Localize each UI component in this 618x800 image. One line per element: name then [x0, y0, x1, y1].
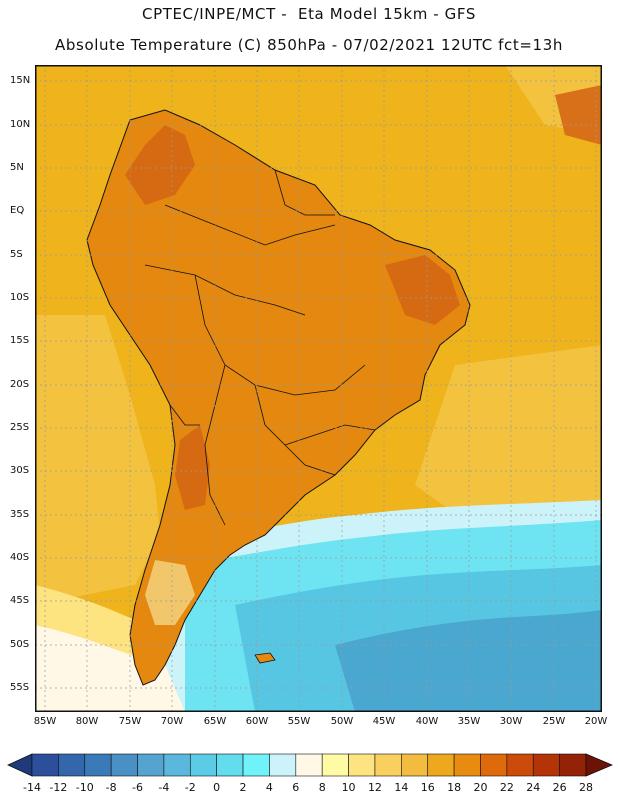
lat-label-25s: 25S — [10, 422, 30, 433]
lat-label-10n: 10N — [10, 119, 31, 130]
colorbar-cell — [532, 753, 560, 777]
colorbar-tick-label: 6 — [292, 781, 300, 794]
colorbar-tick-label: -12 — [49, 781, 68, 794]
colorbar-tick-label: -4 — [158, 781, 170, 794]
lat-label-10s: 10S — [10, 292, 30, 303]
ne-brazil-hot-zone — [385, 255, 460, 325]
south-america-land — [86, 109, 471, 686]
lat-label-50s: 50S — [10, 639, 30, 650]
lat-label-5n: 5N — [10, 162, 24, 173]
colorbar-cell — [295, 753, 323, 777]
colorbar-tick-label: -6 — [132, 781, 143, 794]
pacific-warm-field — [35, 315, 160, 605]
colorbar-cell — [163, 753, 191, 777]
colorbar-cell — [31, 753, 59, 777]
colorbar-cell — [506, 753, 534, 777]
cold-band-4 — [335, 610, 602, 712]
lat-label-15n: 15N — [10, 75, 31, 86]
andes-hot-zone — [125, 125, 195, 205]
lat-label-eq: EQ — [10, 205, 25, 216]
lat-label-15s: 15S — [10, 335, 30, 346]
atlantic-warm-field — [415, 345, 602, 535]
colorbar-tick-label: 4 — [265, 781, 273, 794]
lon-label-20w: 20W — [584, 716, 608, 727]
colorbar-cells — [31, 753, 587, 777]
colorbar-cell — [84, 753, 112, 777]
colorbar-tick-label: 0 — [213, 781, 221, 794]
colorbar-tick-label: 12 — [367, 781, 382, 794]
colorbar — [7, 753, 614, 777]
lon-label-60w: 60W — [245, 716, 269, 727]
colorbar-cell — [480, 753, 508, 777]
lon-label-80w: 80W — [75, 716, 99, 727]
temperature-map — [35, 65, 602, 712]
lon-label-25w: 25W — [542, 716, 566, 727]
colorbar-tick-label: -8 — [105, 781, 117, 794]
lon-label-55w: 55W — [287, 716, 311, 727]
colorbar-tick-label: 20 — [473, 781, 488, 794]
colorbar-cell — [374, 753, 402, 777]
lon-label-85w: 85W — [33, 716, 57, 727]
colorbar-tick-label: 28 — [579, 781, 593, 794]
colorbar-tick-label: -14 — [23, 781, 41, 794]
lat-label-35s: 35S — [10, 509, 30, 520]
colorbar-high-arrow — [585, 753, 614, 777]
lat-label-30s: 30S — [10, 465, 30, 476]
colorbar-tick-label: 22 — [499, 781, 514, 794]
chaco-hot-zone — [175, 425, 210, 510]
colorbar-cell — [216, 753, 244, 777]
lat-label-20s: 20S — [10, 379, 30, 390]
south-pacific-pale — [35, 625, 185, 712]
colorbar-tick-label: 10 — [341, 781, 356, 794]
lat-label-55s: 55S — [10, 682, 30, 693]
lat-label-40s: 40S — [10, 552, 30, 563]
colorbar-cell — [348, 753, 376, 777]
lat-label-5s: 5S — [10, 249, 23, 260]
lon-label-50w: 50W — [330, 716, 354, 727]
chart-title: CPTEC/INPE/MCT - Eta Model 15km - GFS — [142, 5, 476, 23]
colorbar-cell — [269, 753, 297, 777]
lon-label-45w: 45W — [372, 716, 396, 727]
lon-label-35w: 35W — [457, 716, 481, 727]
lon-label-40w: 40W — [415, 716, 439, 727]
colorbar-tick-label: 18 — [447, 781, 462, 794]
colorbar-cell — [453, 753, 481, 777]
patagonia-cool-zone — [145, 560, 195, 625]
colorbar-cell — [110, 753, 138, 777]
colorbar-tick-label: 8 — [318, 781, 326, 794]
lat-label-45s: 45S — [10, 595, 30, 606]
chart-subtitle: Absolute Temperature (C) 850hPa - 07/02/… — [55, 36, 563, 54]
colorbar-cell — [401, 753, 429, 777]
colorbar-cell — [137, 753, 165, 777]
colorbar-tick-label: 2 — [239, 781, 247, 794]
colorbar-low-arrow — [7, 753, 33, 777]
lon-label-70w: 70W — [160, 716, 184, 727]
colorbar-tick-label: 24 — [526, 781, 541, 794]
map-frame — [35, 65, 602, 712]
colorbar-cell — [427, 753, 455, 777]
colorbar-cell — [189, 753, 217, 777]
colorbar-tick-label: 14 — [394, 781, 409, 794]
colorbar-tick-label: 26 — [552, 781, 567, 794]
colorbar-tick-label: 16 — [420, 781, 435, 794]
colorbar-tick-label: -10 — [75, 781, 94, 794]
colorbar-tick-label: -2 — [184, 781, 196, 794]
lon-label-75w: 75W — [118, 716, 142, 727]
lon-label-65w: 65W — [203, 716, 227, 727]
lon-label-30w: 30W — [499, 716, 523, 727]
colorbar-cell — [321, 753, 349, 777]
colorbar-cell — [242, 753, 270, 777]
colorbar-cell — [58, 753, 86, 777]
ne-hot-field — [555, 85, 602, 145]
colorbar-cell — [559, 753, 587, 777]
falkland-islands — [254, 652, 276, 664]
